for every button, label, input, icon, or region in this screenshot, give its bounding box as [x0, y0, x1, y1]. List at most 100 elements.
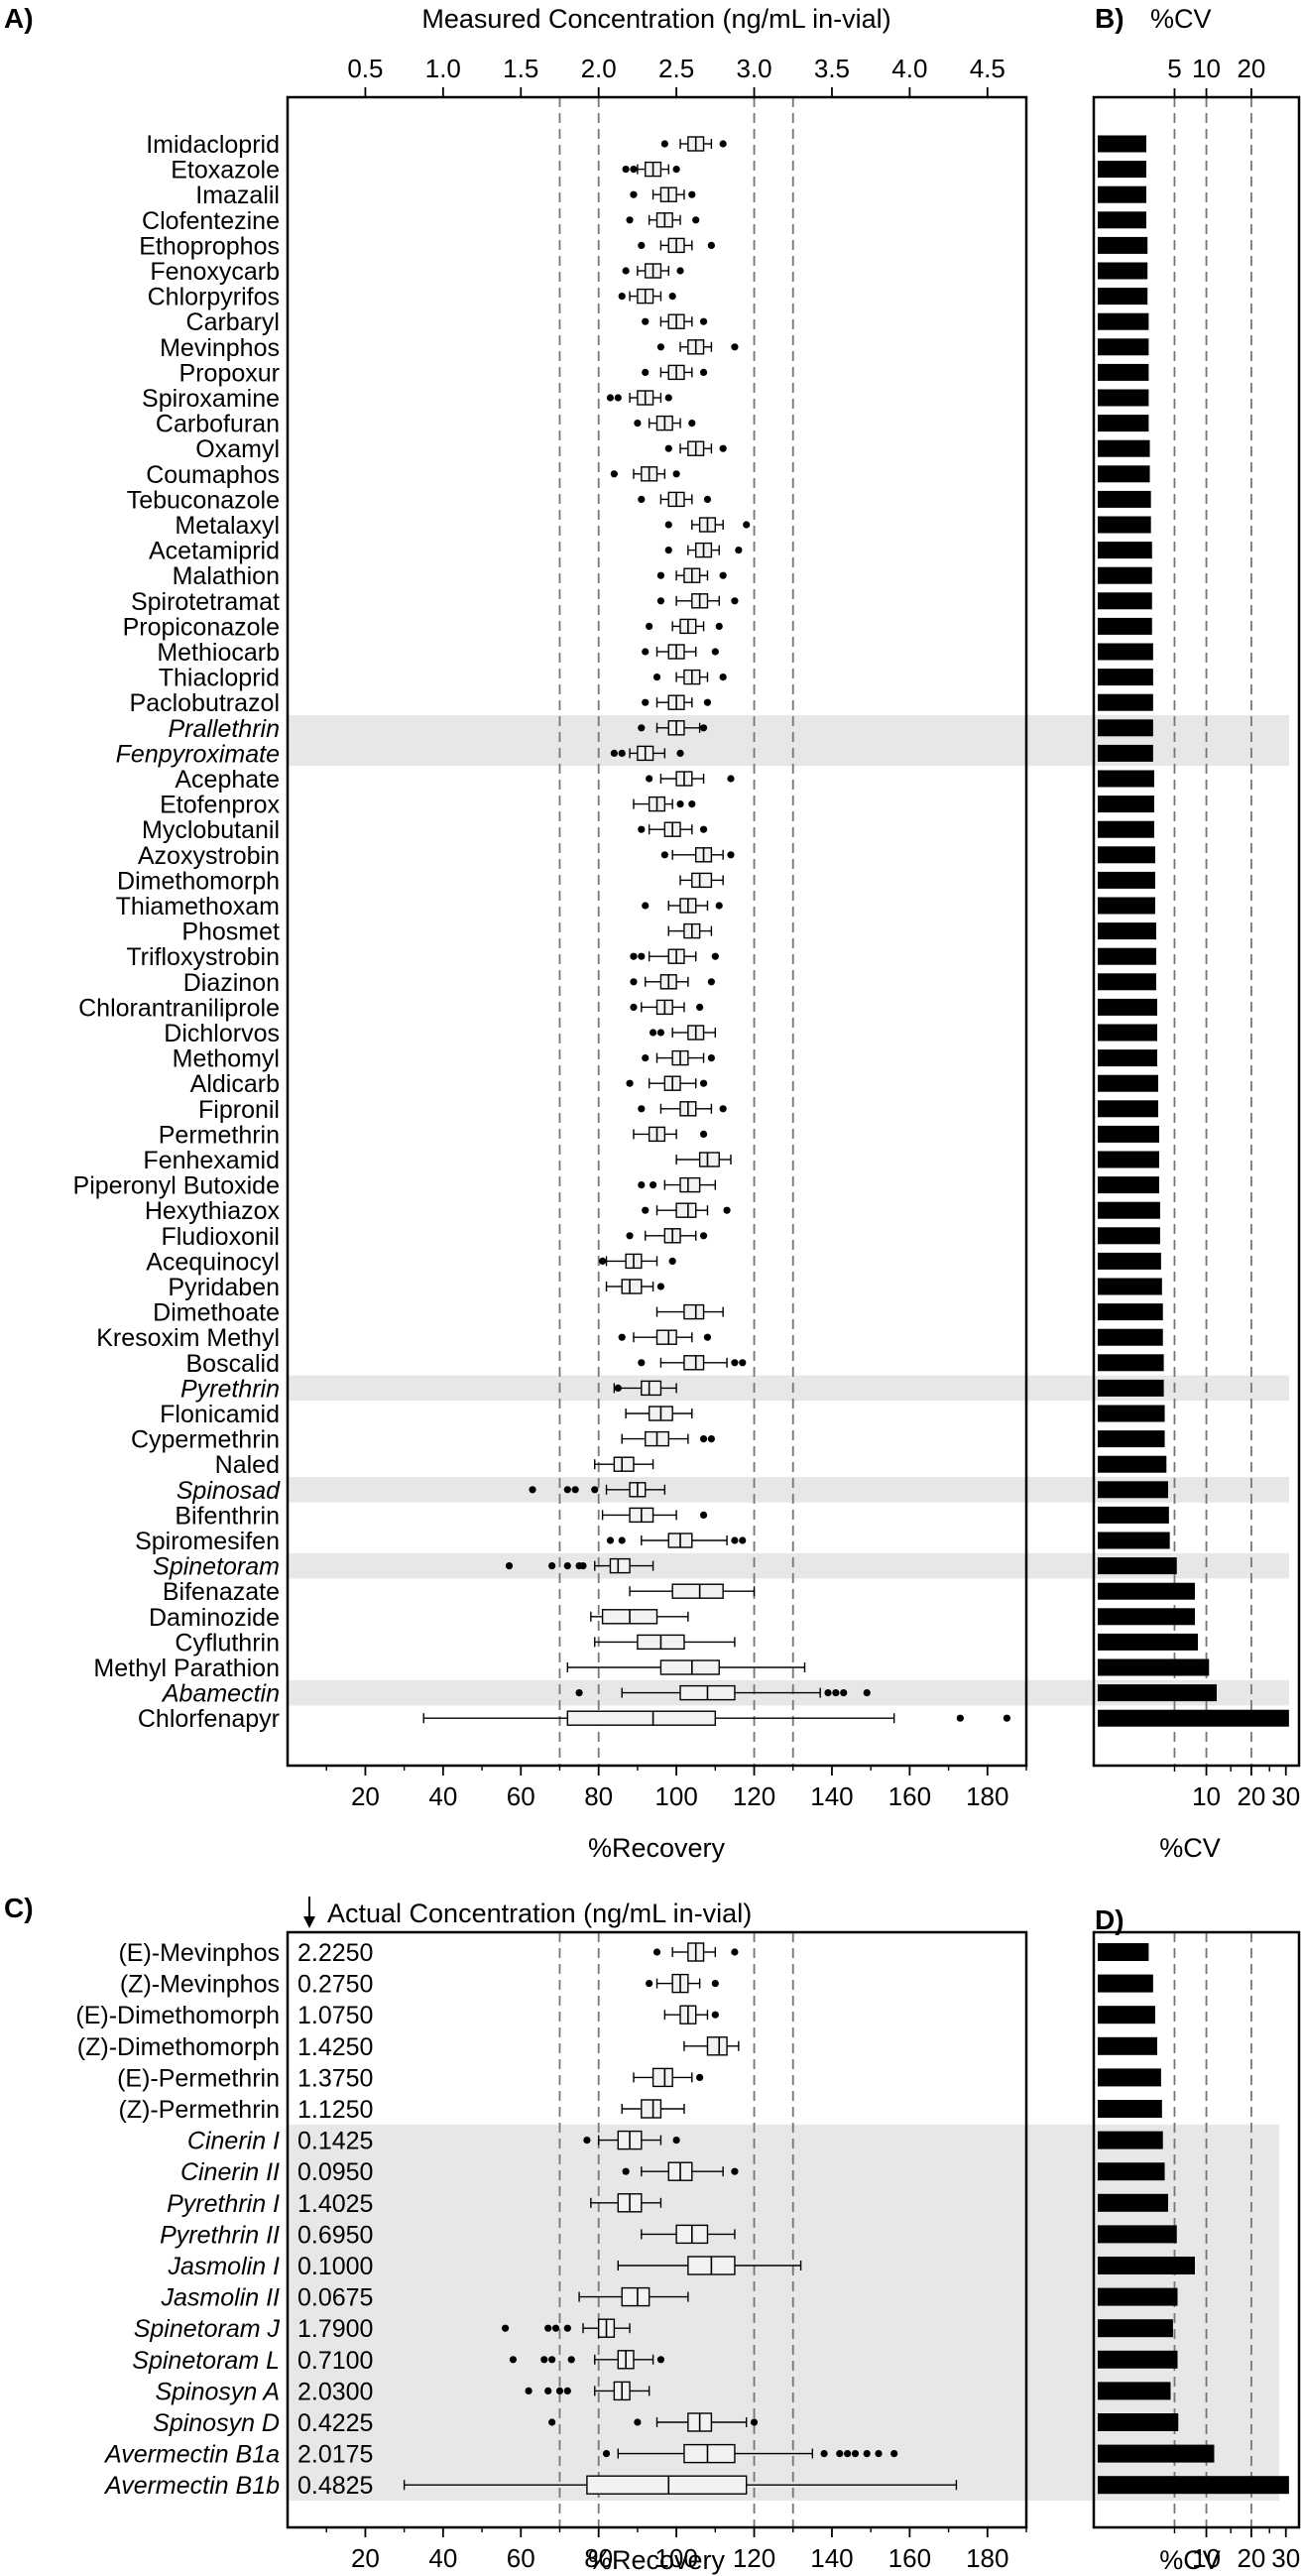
- panel-c-box: [651, 2067, 673, 2088]
- panel-a-letter: A): [4, 3, 34, 34]
- panel-d-letter: D): [1095, 1904, 1124, 1935]
- panel-c-outlier-point: [509, 2356, 518, 2364]
- panel-a-outlier-point: [505, 1562, 514, 1570]
- panel-c-row-label: (Z)-Mevinphos: [120, 1971, 280, 1999]
- panel-a-outlier-point: [719, 674, 727, 681]
- panel-c-outlier-point: [622, 2167, 630, 2175]
- panel-c-actual-concentration: 0.2750: [297, 1971, 373, 1999]
- panel-b-cv-bar: [1098, 922, 1156, 940]
- panel-a-outlier-point: [696, 1003, 704, 1012]
- panel-c-actual-concentration: 0.4825: [297, 2472, 373, 2500]
- panel-a-row-label: Oxamyl: [195, 435, 280, 463]
- panel-a-top-tick-label: 2.5: [658, 54, 694, 83]
- panel-c-x-tick-label: 180: [966, 2543, 1008, 2573]
- panel-a-x-tick-label: 80: [584, 1781, 613, 1811]
- panel-a-x-tick-label: 160: [888, 1781, 931, 1811]
- panel-c-actual-concentration: 1.7900: [297, 2315, 373, 2343]
- panel-b-cv-bar: [1098, 338, 1149, 356]
- panel-a-row-label: Permethrin: [159, 1121, 280, 1149]
- panel-a-outlier-point: [711, 952, 719, 960]
- panel-d-cv-bar: [1098, 2100, 1162, 2118]
- panel-a-outlier-point: [642, 1054, 650, 1062]
- panel-a-box: [679, 1176, 701, 1193]
- panel-a-outlier-point: [676, 800, 684, 808]
- panel-b-x-tick-label: 20: [1237, 1781, 1265, 1811]
- panel-a-top-tick-label: 4.5: [970, 54, 1006, 83]
- panel-a-outlier-point: [638, 1181, 646, 1189]
- panel-b-frame: [1092, 95, 1301, 1768]
- panel-a-outlier-point: [727, 851, 735, 859]
- panel-d-cv-bar: [1098, 2287, 1178, 2306]
- panel-a-row-label: Spinetoram: [153, 1553, 280, 1581]
- panel-d-cv-bar: [1098, 2131, 1163, 2149]
- panel-a-outlier-point: [707, 1054, 715, 1062]
- panel-b-cv-bar: [1098, 312, 1149, 330]
- panel-a-x-tick-label: 100: [654, 1781, 697, 1811]
- panel-a-secondary-axis-label: Measured Concentration (ng/mL in-vial): [421, 4, 890, 34]
- panel-b-cv-bar: [1098, 185, 1146, 203]
- panel-c-outlier-point: [711, 2011, 719, 2019]
- panel-a-outlier-point: [630, 952, 638, 960]
- panel-b-cv-bar: [1098, 161, 1146, 179]
- panel-a-row-label: Pyrethrin: [180, 1375, 280, 1403]
- panel-b-cv-bar: [1098, 719, 1153, 737]
- panel-a-outlier-point: [715, 622, 723, 631]
- panel-a-top-tick-label: 3.0: [736, 54, 771, 83]
- panel-b-cv-bar: [1098, 744, 1153, 762]
- panel-a-outlier-point: [642, 902, 650, 910]
- panel-a-row-label: Carbofuran: [156, 411, 280, 438]
- panel-c-outlier-point: [836, 2450, 844, 2458]
- panel-c-actual-concentration: 1.0750: [297, 2002, 373, 2029]
- panel-a-outlier-point: [656, 571, 665, 579]
- panel-a-row-label: Clofentezine: [142, 207, 280, 235]
- panel-a-row-label: Naled: [215, 1451, 280, 1479]
- panel-b-cv-bar: [1098, 1658, 1210, 1676]
- panel-a-x-tick-label: 140: [810, 1781, 853, 1811]
- panel-a-row-label: Dichlorvos: [164, 1020, 280, 1047]
- panel-c-highlight-block: [288, 2124, 1279, 2501]
- panel-c-actual-concentration: 1.4250: [297, 2033, 373, 2061]
- panel-b-cv-bar: [1098, 1557, 1177, 1575]
- panel-c-row-label: Cinerin I: [187, 2128, 280, 2155]
- panel-a-outlier-point: [630, 1003, 638, 1012]
- panel-a-row-label: Spiromesifen: [135, 1528, 280, 1555]
- panel-b-cv-bar: [1098, 262, 1148, 280]
- panel-b-cv-bar: [1098, 389, 1149, 407]
- panel-b-cv-bar: [1098, 1506, 1169, 1524]
- panel-a-row-label: Hexythiazox: [145, 1197, 281, 1225]
- panel-a-outlier-point: [735, 547, 743, 554]
- panel-d-cv-bar: [1098, 2036, 1158, 2055]
- panel-b-cv-bar: [1098, 363, 1149, 381]
- panel-a-outlier-point: [703, 1333, 712, 1341]
- panel-a-row-label: Azoxystrobin: [138, 842, 280, 870]
- panel-a-row-label: Fenoxycarb: [150, 258, 280, 286]
- panel-c-row-label: (E)-Dimethomorph: [75, 2002, 280, 2029]
- panel-a-row-label: Dimethomorph: [117, 867, 280, 895]
- panel-c-outlier-point: [656, 2356, 665, 2364]
- panel-c-outlier-point: [863, 2450, 871, 2458]
- panel-a-outlier-point: [626, 216, 634, 224]
- panel-b-letter: B): [1095, 3, 1124, 34]
- panel-c-row-label: (E)-Permethrin: [117, 2064, 280, 2092]
- panel-b-cv-bar: [1098, 1430, 1165, 1448]
- panel-a-outlier-point: [529, 1486, 536, 1494]
- panel-a-outlier-point: [606, 394, 615, 402]
- panel-b-cv-bar: [1098, 1684, 1218, 1702]
- panel-a-row-label: Acetamiprid: [149, 538, 280, 565]
- panel-c-actual-concentration: 0.0675: [297, 2284, 373, 2312]
- panel-a-outlier-point: [715, 902, 723, 910]
- panel-a-row-label: Diazinon: [183, 969, 280, 997]
- panel-c-outlier-point: [646, 1980, 653, 1988]
- panel-a-outlier-point: [699, 317, 708, 325]
- panel-a-outlier-point: [824, 1689, 832, 1697]
- panel-a-outlier-point: [563, 1562, 571, 1570]
- panel-a-row-label: Boscalid: [186, 1350, 281, 1378]
- panel-c-box: [683, 2443, 736, 2464]
- panel-a-box: [613, 1456, 635, 1472]
- panel-a-frame: [286, 95, 1028, 1768]
- panel-a-outlier-point: [672, 470, 680, 478]
- panel-a-row-label: Methyl Parathion: [93, 1655, 280, 1682]
- panel-a-box: [655, 1329, 677, 1345]
- panel-c-outlier-point: [544, 2324, 552, 2332]
- panel-b-cv-bar: [1098, 1252, 1161, 1270]
